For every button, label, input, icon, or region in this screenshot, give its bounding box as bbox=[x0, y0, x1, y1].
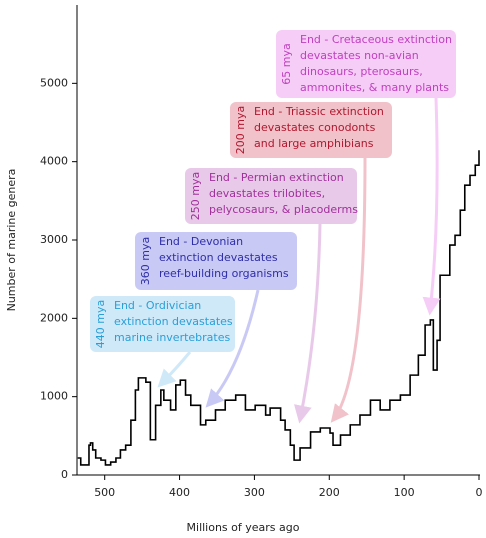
annotation-date: 360 mya bbox=[139, 237, 152, 285]
x-tick-label: 0 bbox=[476, 486, 483, 499]
annotation-text: reef-building organisms bbox=[159, 267, 289, 280]
data-line bbox=[77, 150, 480, 466]
annotation-date: 200 mya bbox=[234, 106, 247, 154]
y-axis-label: Number of marine genera bbox=[5, 169, 18, 312]
annotation-text: dinosaurs, pterosaurs, bbox=[300, 65, 423, 78]
annotation-text: End - Devonian bbox=[159, 235, 243, 248]
annotation-date: 65 mya bbox=[280, 43, 293, 84]
annotation-text: ammonites, & many plants bbox=[300, 81, 449, 94]
annotation-box bbox=[230, 102, 392, 158]
y-tick-label: 0 bbox=[61, 468, 68, 481]
x-tick-label: 500 bbox=[94, 486, 115, 499]
annotation-arrow bbox=[330, 157, 367, 423]
annotation-text: pelycosaurs, & placoderms bbox=[209, 203, 358, 216]
annotation-box bbox=[276, 30, 456, 98]
annotation-text: devastates non-avian bbox=[300, 49, 419, 62]
annotation-text: extinction devastates bbox=[114, 315, 233, 328]
annotation-arrow bbox=[157, 351, 192, 388]
x-tick-label: 400 bbox=[169, 486, 190, 499]
annotation-arrow bbox=[422, 97, 441, 316]
annotation-text: End - Cretaceous extinction bbox=[300, 33, 452, 46]
annotation-box bbox=[90, 296, 235, 352]
y-tick-label: 1000 bbox=[40, 390, 68, 403]
annotation-text: devastates trilobites, bbox=[209, 187, 325, 200]
x-tick-label: 200 bbox=[319, 486, 340, 499]
x-tick-label: 300 bbox=[244, 486, 265, 499]
x-tick-label: 100 bbox=[394, 486, 415, 499]
annotation-text: End - Permian extinction bbox=[209, 171, 344, 184]
annotation-text: and large amphibians bbox=[254, 137, 374, 150]
annotation-date: 250 mya bbox=[189, 172, 202, 220]
x-axis-label: Millions of years ago bbox=[187, 521, 300, 534]
y-tick-label: 2000 bbox=[40, 311, 68, 324]
annotation-date: 440 mya bbox=[94, 300, 107, 348]
annotation-text: extinction devastates bbox=[159, 251, 278, 264]
annotation-arrow bbox=[293, 223, 322, 424]
annotation-text: End - Triassic extinction bbox=[254, 105, 384, 118]
y-tick-label: 3000 bbox=[40, 233, 68, 246]
annotation-text: devastates conodonts bbox=[254, 121, 376, 134]
y-tick-label: 5000 bbox=[40, 76, 68, 89]
annotation-box bbox=[135, 232, 297, 290]
annotation-arrow bbox=[205, 289, 260, 408]
annotation-text: marine invertebrates bbox=[114, 331, 231, 344]
y-tick-label: 4000 bbox=[40, 155, 68, 168]
annotation-box bbox=[185, 168, 357, 224]
annotation-text: End - Ordivician bbox=[114, 299, 201, 312]
